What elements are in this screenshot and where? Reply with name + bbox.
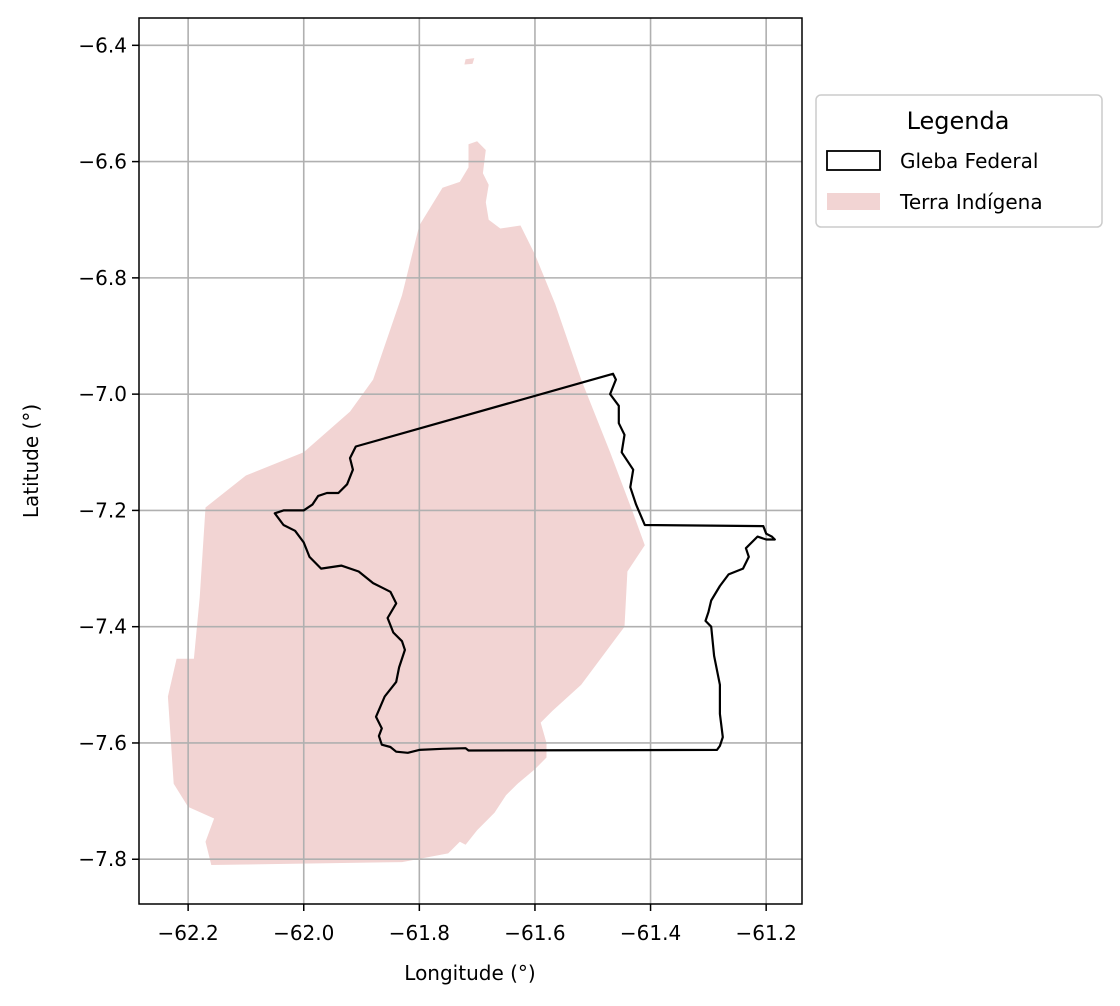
- x-tick-label: −62.0: [273, 921, 334, 945]
- y-tick-label: −6.6: [78, 150, 127, 174]
- x-tick-label: −61.4: [620, 921, 681, 945]
- legend-title: Legenda: [907, 107, 1010, 135]
- legend-swatch-terra-indigena: [827, 193, 880, 210]
- x-tick-label: −61.6: [504, 921, 565, 945]
- y-tick-label: −6.8: [78, 266, 127, 290]
- x-tick-label: −62.2: [157, 921, 218, 945]
- y-tick-label: −7.0: [78, 382, 127, 406]
- y-tick-label: −7.8: [78, 847, 127, 871]
- legend-label-terra-indigena: Terra Indígena: [899, 190, 1043, 214]
- gleba-federal-polygon-0: [273, 372, 776, 754]
- x-axis: −62.2 −62.0 −61.8 −61.6 −61.4 −61.2: [157, 904, 797, 945]
- legend-box: [815, 94, 1103, 228]
- y-tick-label: −7.2: [78, 498, 127, 522]
- plot-frame: [138, 17, 803, 905]
- y-axis: −6.4 −6.6 −6.8 −7.0 −7.2 −7.4 −7.6 −7.8: [78, 33, 139, 871]
- gleba-federal-layer: [273, 372, 776, 754]
- legend: Legenda Gleba Federal Terra Indígena: [815, 94, 1103, 228]
- x-axis-label: Longitude (°): [404, 961, 535, 985]
- y-tick-label: −7.4: [78, 615, 127, 639]
- legend-swatch-gleba: [826, 150, 881, 171]
- y-tick-label: −7.6: [78, 731, 127, 755]
- x-tick-label: −61.8: [389, 921, 450, 945]
- grid-lines: [139, 18, 802, 904]
- terra-indigena-polygon-0: [167, 141, 645, 865]
- terra-indigena-layer: [167, 58, 645, 865]
- y-axis-label: Latitude (°): [19, 404, 43, 518]
- legend-label-gleba: Gleba Federal: [900, 149, 1038, 173]
- y-tick-label: −6.4: [78, 33, 127, 57]
- terra-indigena-polygon-1: [464, 58, 475, 65]
- x-tick-label: −61.2: [736, 921, 797, 945]
